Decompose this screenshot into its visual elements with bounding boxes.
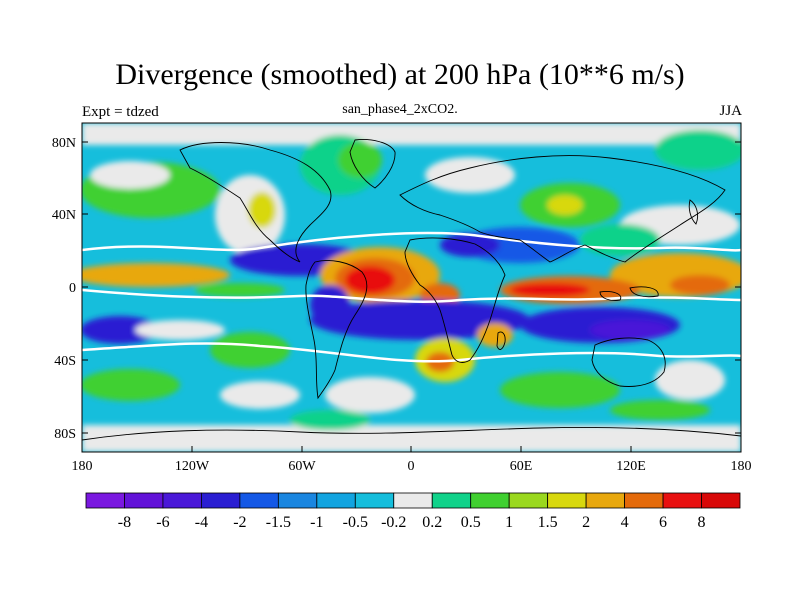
- colorbar-swatch: [585, 492, 625, 509]
- lon-axis: 180 120W 60W 0 60E 120E 180: [72, 446, 752, 474]
- lat-label-40s: 40S: [54, 354, 76, 369]
- colorbar: -8 -6 -4 -2 -1.5 -1 -0.5 -0.2 0.2 0.5 1 1.5 2 4 6 8: [85, 492, 741, 531]
- colorbar-swatch: [624, 492, 664, 509]
- colorbar-label: -2: [233, 514, 246, 531]
- colorbar-swatch: [662, 492, 702, 509]
- colorbar-swatch: [547, 492, 587, 509]
- season-label: JJA: [719, 103, 742, 119]
- colorbar-swatch: [277, 492, 318, 509]
- colorbar-label: 1.5: [538, 514, 558, 531]
- colorbar-swatch: [201, 492, 241, 509]
- colorbar-swatch: [162, 492, 202, 509]
- colorbar-label: -0.5: [343, 514, 368, 531]
- lon-label-0: 0: [408, 459, 415, 474]
- lat-label-40n: 40N: [52, 208, 76, 223]
- colorbar-label: 8: [698, 514, 706, 531]
- colorbar-swatch: [354, 492, 395, 509]
- colorbar-label: -1.5: [266, 514, 291, 531]
- colorbar-label: -4: [195, 514, 208, 531]
- lat-label-80s: 80S: [54, 427, 76, 442]
- run-name-label: san_phase4_2xCO2.: [342, 102, 458, 117]
- lat-label-80n: 80N: [52, 136, 76, 151]
- zero-contours: [82, 231, 741, 363]
- colorbar-swatch: [85, 492, 125, 509]
- coastlines: [82, 139, 741, 441]
- colorbar-swatch: [124, 492, 164, 509]
- colorbar-swatch: [701, 492, 741, 509]
- colorbar-label: 4: [621, 514, 629, 531]
- colorbar-swatch: [393, 492, 433, 509]
- experiment-label: Expt = tdzed: [82, 104, 159, 120]
- colorbar-swatch: [508, 492, 549, 509]
- filled-contours: [82, 123, 741, 452]
- colorbar-label: 0.5: [461, 514, 481, 531]
- colorbar-swatch: [431, 492, 472, 509]
- colorbar-label: 2: [582, 514, 590, 531]
- colorbar-label: -6: [156, 514, 169, 531]
- lon-label-180e: 180: [731, 459, 752, 474]
- map-title: Divergence (smoothed) at 200 hPa (10**6 …: [115, 58, 685, 91]
- lon-label-180w: 180: [72, 459, 93, 474]
- lat-axis: 80N 40N 0 40S 80S: [52, 136, 741, 442]
- lon-label-120e: 120E: [616, 459, 646, 474]
- colorbar-label: -0.2: [381, 514, 406, 531]
- lon-label-60e: 60E: [510, 459, 533, 474]
- colorbar-swatch: [316, 492, 356, 509]
- lon-label-60w: 60W: [288, 459, 316, 474]
- colorbar-label: 1: [505, 514, 513, 531]
- colorbar-label: -8: [118, 514, 131, 531]
- colorbar-label: -1: [310, 514, 323, 531]
- lon-label-120w: 120W: [175, 459, 210, 474]
- colorbar-label: 0.2: [422, 514, 442, 531]
- colorbar-label: 6: [659, 514, 667, 531]
- colorbar-swatch: [239, 492, 279, 509]
- lat-label-0: 0: [69, 281, 76, 296]
- colorbar-swatch: [470, 492, 510, 509]
